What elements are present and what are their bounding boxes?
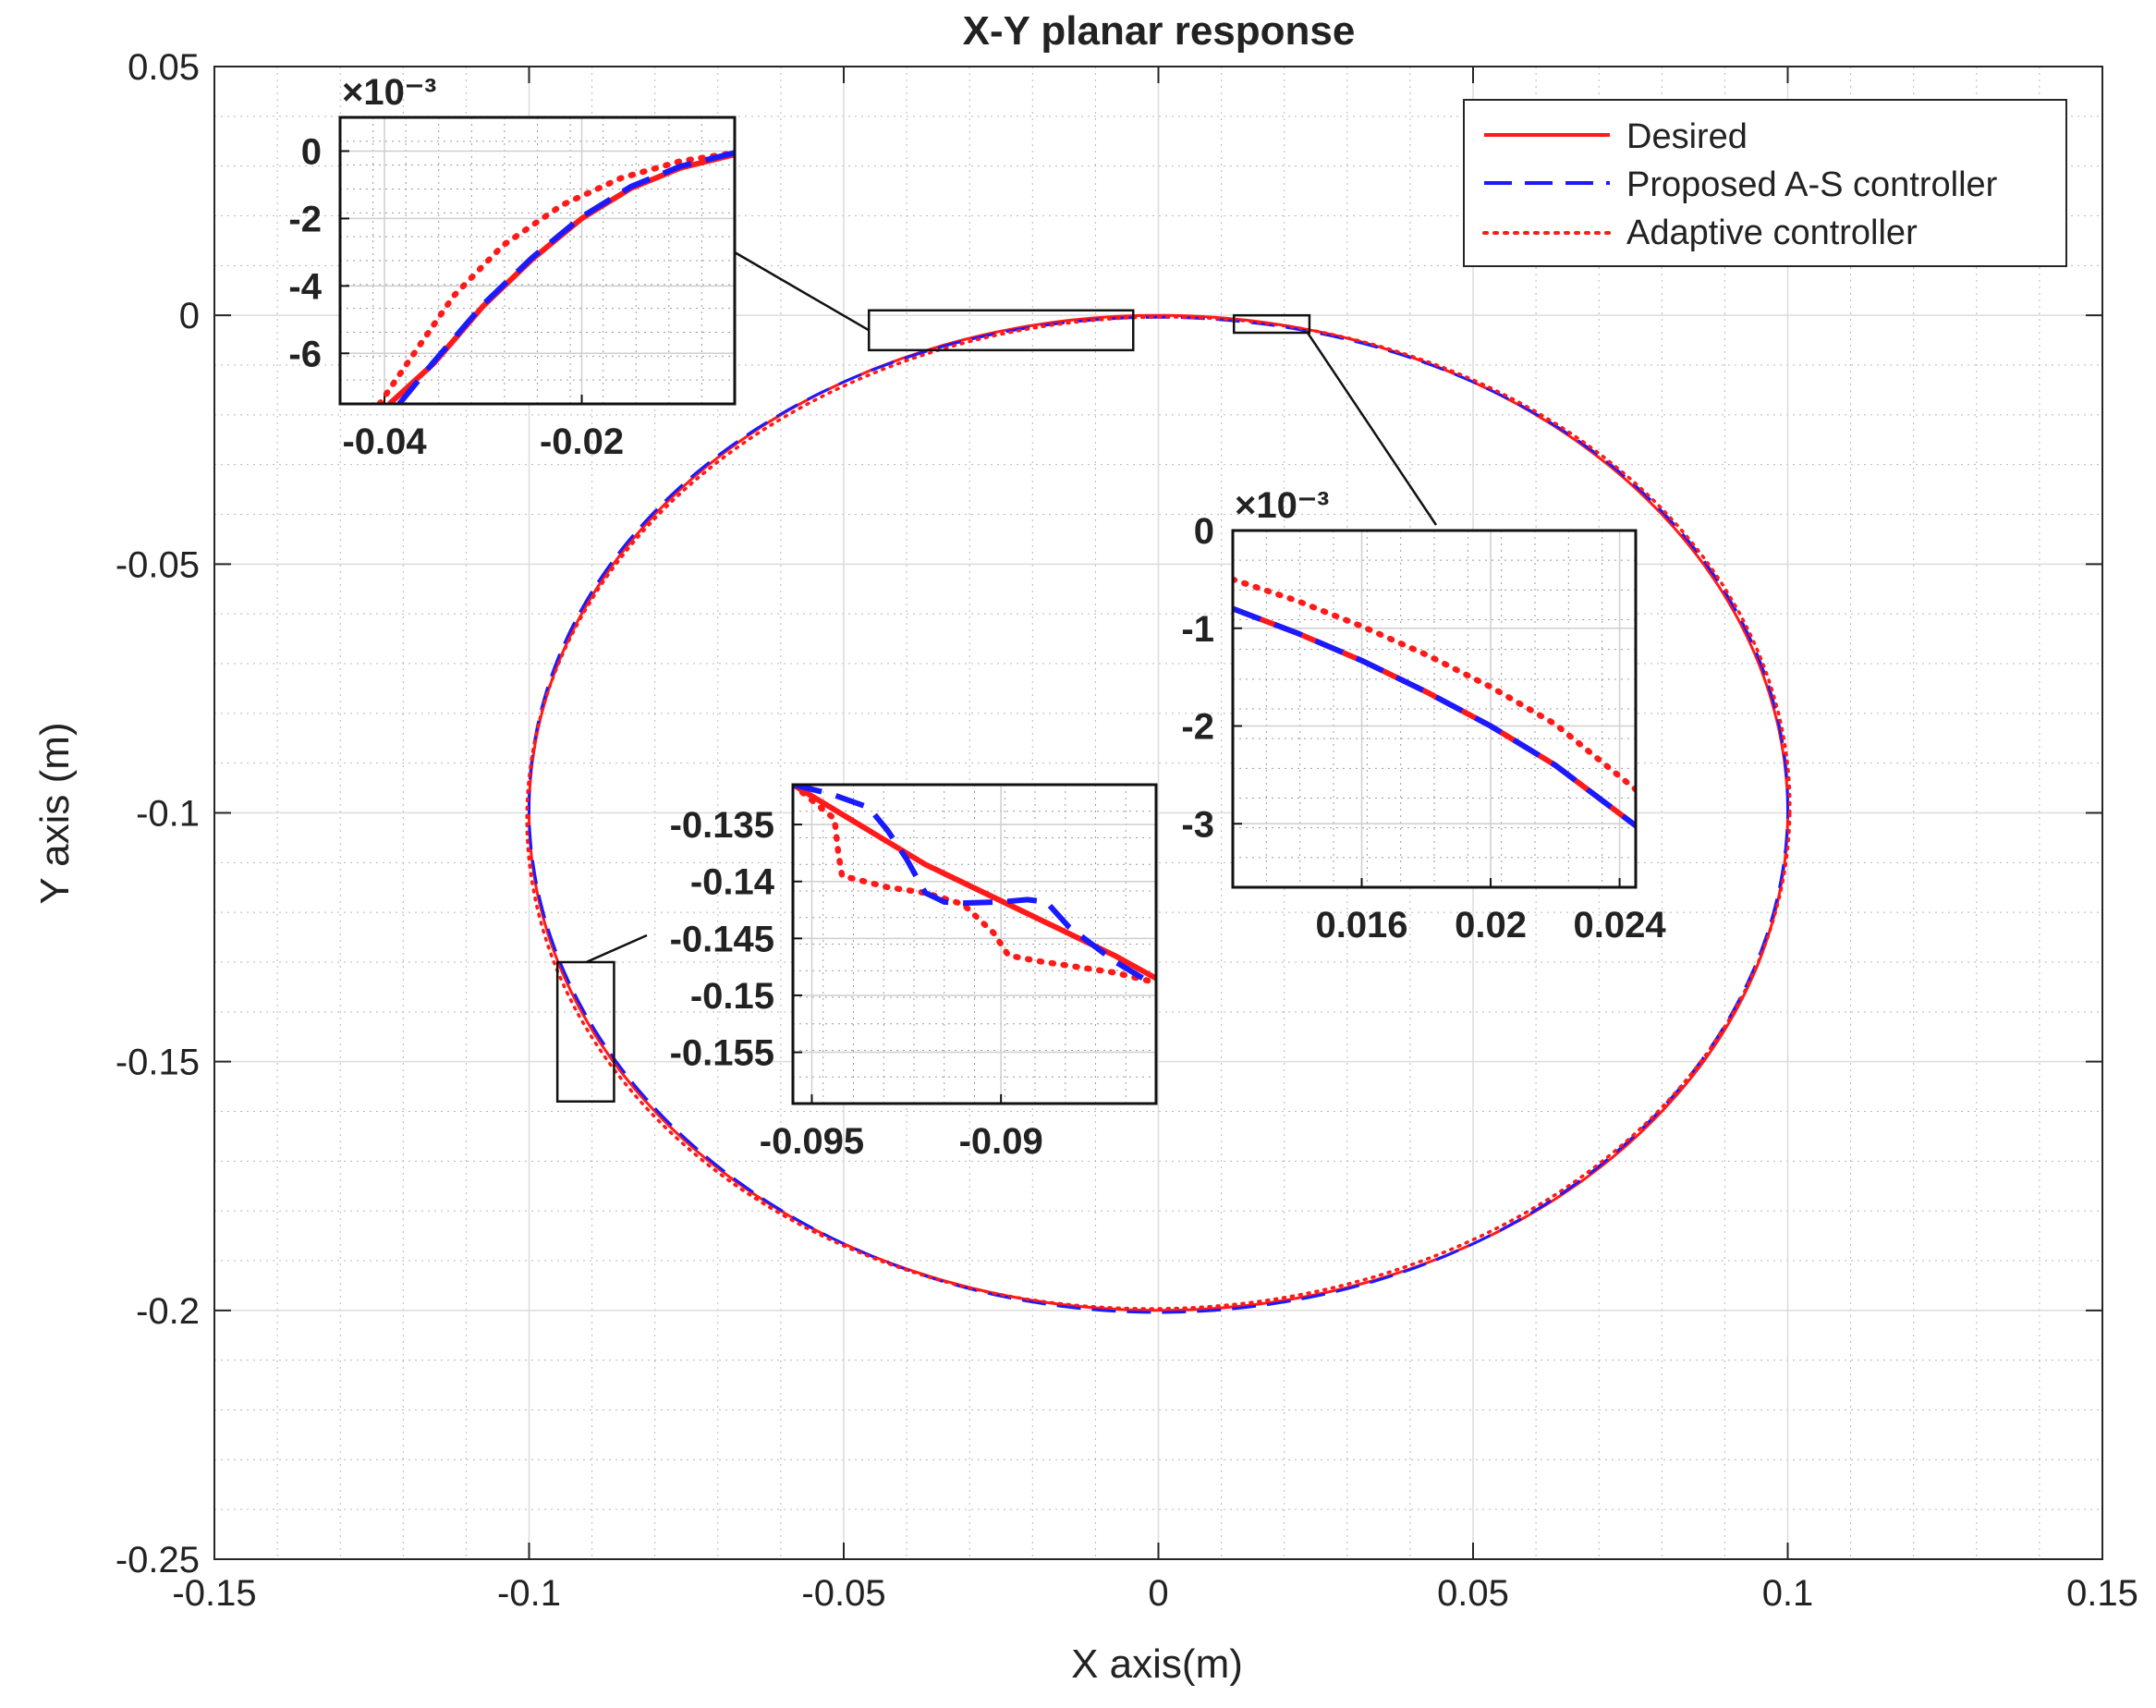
legend-label-adaptive: Adaptive controller <box>1626 214 1918 252</box>
chart-title: X-Y planar response <box>963 8 1356 54</box>
inset-series-adaptive-controller <box>793 785 1156 985</box>
y-tick-label: -0.2 <box>136 1291 200 1332</box>
x-tick-label: 0 <box>1148 1573 1168 1614</box>
inset-y-tick-label: -2 <box>288 199 322 239</box>
x-tick-label: -0.05 <box>801 1573 885 1614</box>
inset-y-tick-label: -0.145 <box>670 919 774 959</box>
zoom-connector-line <box>734 250 870 332</box>
inset-y-tick-label: -4 <box>288 266 322 307</box>
inset-frame <box>338 116 737 406</box>
inset-x-tick-label: -0.09 <box>959 1121 1043 1162</box>
inset-frame <box>791 783 1158 1105</box>
inset-y-tick-label: -1 <box>1181 609 1214 650</box>
zoom-connectors <box>585 250 1438 964</box>
y-tick-label: -0.05 <box>116 544 200 585</box>
zoom-box <box>1232 313 1311 335</box>
zoom-connector-line <box>1306 332 1438 526</box>
inset-x-tick-label: 0.02 <box>1455 905 1527 946</box>
inset-2: 0.016 0.02 0.024 0 -1 -2 -3 ×10⁻³ <box>1181 485 1666 946</box>
inset-y-tick-label: 0 <box>301 131 322 172</box>
legend-label-proposed: Proposed A-S controller <box>1626 165 1998 204</box>
legend-box <box>1463 99 2067 267</box>
series-curve-adaptive-controller <box>525 315 1792 1311</box>
inset-series-proposed-a-s-controller <box>396 150 735 404</box>
y-tick-label: -0.15 <box>116 1043 200 1083</box>
series-curve-proposed-a-s-controller <box>528 315 1789 1314</box>
inset-curves <box>376 150 735 404</box>
zoom-box <box>555 960 615 1103</box>
inset-y-tick-label: -0.155 <box>670 1033 774 1074</box>
y-tick-label: 0 <box>179 296 200 336</box>
y-tick-label: -0.1 <box>136 794 200 835</box>
inset-x-tick-label: 0.016 <box>1315 905 1407 946</box>
x-tick-labels: -0.15 -0.1 -0.05 0 0.05 0.1 0.15 <box>172 1573 2138 1614</box>
inset-1: -0.04 -0.02 0 -2 -4 -6 ×10⁻³ <box>288 72 737 462</box>
axis-ticks <box>213 66 2103 1560</box>
inset-y-tick-label: 0 <box>1194 511 1214 552</box>
inset-3: -0.095 -0.09 -0.135 -0.14 -0.145 -0.15 -0.155 <box>670 783 1158 1162</box>
x-tick-label: 0.1 <box>1762 1573 1814 1614</box>
inset-series-adaptive-controller <box>1233 576 1636 793</box>
x-tick-label: 0.05 <box>1437 1573 1509 1614</box>
legend: Desired Proposed A-S controller Adaptive… <box>1463 99 2067 267</box>
x-tick-label: -0.1 <box>497 1573 561 1614</box>
inset-x-tick-label: 0.024 <box>1574 905 1667 946</box>
zoom-connector-line <box>585 933 648 964</box>
inset-y-tick-label: -0.135 <box>670 805 774 846</box>
inset-x-tick-label: -0.02 <box>540 421 624 462</box>
inset-frame <box>1231 529 1638 889</box>
inset-series-proposed-a-s-controller <box>793 785 1154 987</box>
y-tick-labels: -0.25 -0.2 -0.15 -0.1 -0.05 0 0.05 <box>116 47 200 1580</box>
x-tick-label: -0.15 <box>172 1573 256 1614</box>
inset-y-tick-label: -0.15 <box>690 976 774 1017</box>
inset-x-tick-label: -0.095 <box>760 1121 864 1162</box>
inset-x-tick-label: -0.04 <box>342 421 427 462</box>
inset-series-desired <box>793 785 1156 982</box>
x-tick-label: 0.15 <box>2066 1573 2138 1614</box>
inset-y-tick-label: -6 <box>288 334 322 374</box>
inset-exponent-label: ×10⁻³ <box>342 72 436 113</box>
insets: -0.04 -0.02 0 -2 -4 -6 ×10⁻³ 0.016 0.02 0.024 0 -1 -… <box>288 72 1666 1162</box>
inset-y-tick-label: -3 <box>1181 804 1214 845</box>
x-axis-label: X axis(m) <box>1071 1641 1243 1687</box>
inset-curves <box>1233 576 1636 828</box>
inset-y-tick-label: -0.14 <box>690 862 775 903</box>
inset-curves <box>793 785 1156 987</box>
inset-exponent-label: ×10⁻³ <box>1235 485 1329 526</box>
inset-series-adaptive-controller <box>376 150 735 404</box>
inset-y-tick-label: -2 <box>1181 707 1214 748</box>
y-axis-label: Y axis (m) <box>32 722 78 904</box>
y-tick-label: -0.25 <box>116 1540 200 1580</box>
y-tick-label: 0.05 <box>128 47 200 88</box>
plot-curves <box>525 313 1792 1314</box>
inset-series-proposed-a-s-controller <box>1233 605 1636 828</box>
legend-label-desired: Desired <box>1626 117 1748 156</box>
